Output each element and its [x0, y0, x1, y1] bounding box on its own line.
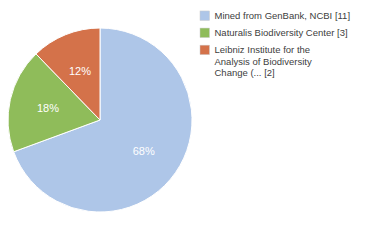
pie: 68% 18% 12%: [8, 28, 192, 212]
data-label: 12%: [69, 65, 91, 77]
legend-item: Mined from GenBank, NCBI [11]: [200, 10, 350, 21]
legend-item: Leibniz Institute for theAnalysis of Bio…: [200, 44, 312, 78]
data-label: 68%: [133, 145, 155, 157]
chart: 68% 18% 12% Mined from GenBank, NCBI [11] Na…: [0, 0, 380, 240]
legend-swatch: [200, 11, 210, 21]
data-label: 18%: [37, 102, 59, 114]
legend-label: Naturalis Biodiversity Center [3]: [215, 27, 348, 38]
legend-item: Naturalis Biodiversity Center [3]: [200, 27, 348, 38]
legend: Mined from GenBank, NCBI [11] Naturalis B…: [200, 10, 350, 78]
legend-label: Leibniz Institute for theAnalysis of Bio…: [215, 44, 312, 78]
legend-swatch: [200, 28, 210, 37]
legend-label: Mined from GenBank, NCBI [11]: [215, 10, 351, 21]
legend-swatch: [200, 45, 210, 55]
pie-slice: [36, 28, 100, 120]
